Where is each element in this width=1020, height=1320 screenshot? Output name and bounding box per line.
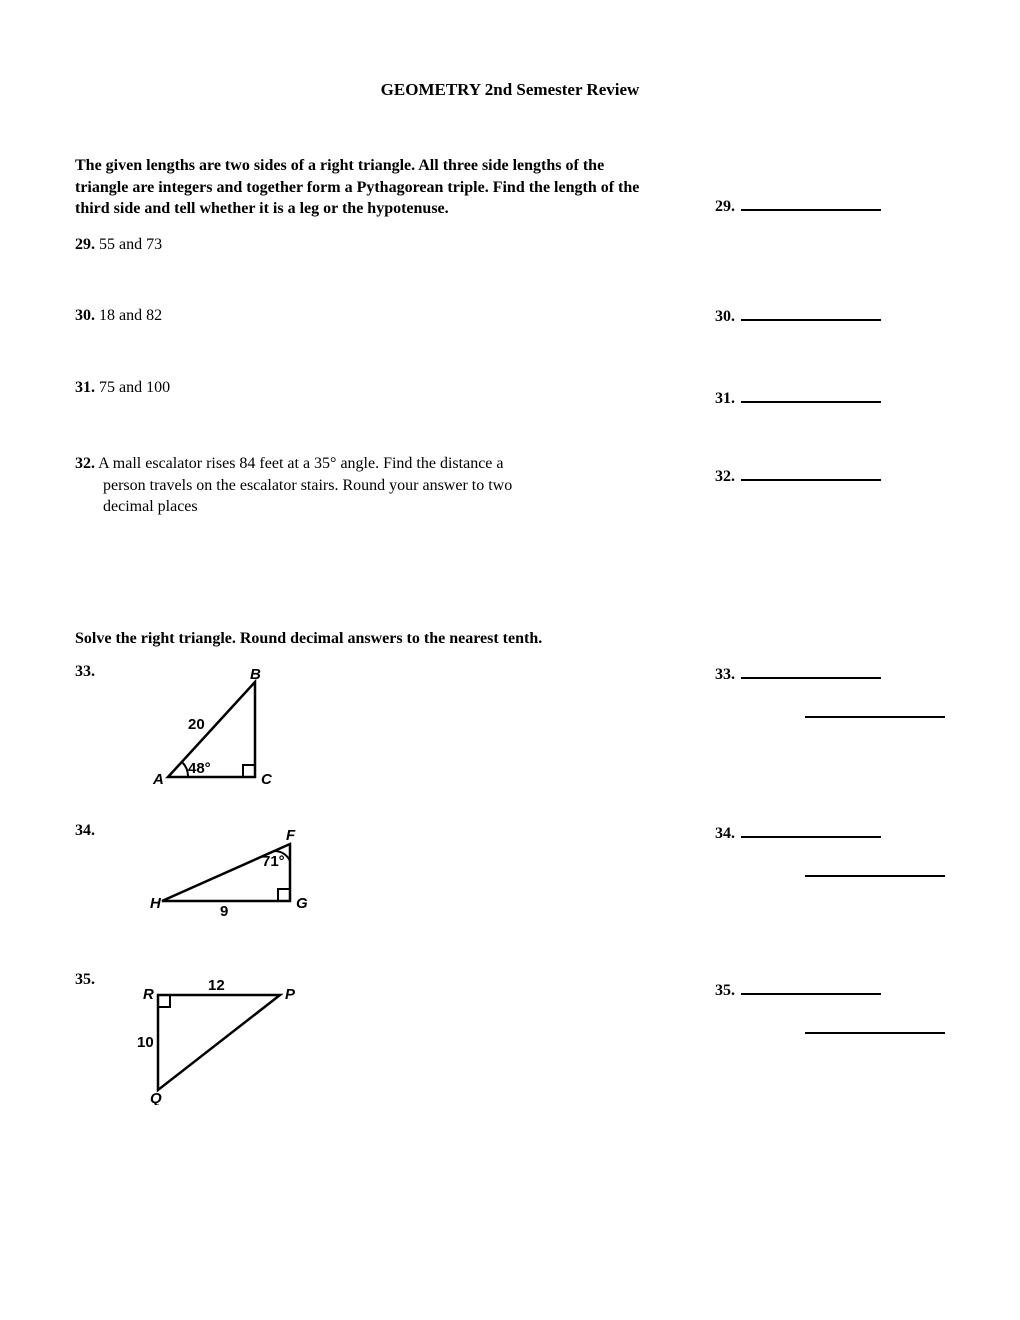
answer-32-line bbox=[741, 465, 881, 481]
q31-text: 75 and 100 bbox=[95, 379, 170, 396]
answer-33: 33. bbox=[715, 663, 945, 684]
svg-text:71°: 71° bbox=[262, 853, 285, 870]
svg-text:R: R bbox=[143, 986, 154, 1003]
svg-text:9: 9 bbox=[220, 903, 228, 920]
answer-29: 29. bbox=[715, 195, 945, 216]
answer-30-line bbox=[741, 305, 881, 321]
triangle-33-diagram: B A C 20 48° bbox=[150, 667, 300, 792]
svg-text:10: 10 bbox=[137, 1034, 154, 1051]
answer-31: 31. bbox=[715, 387, 945, 408]
answer-34-line bbox=[741, 822, 881, 838]
q32-text-line2: person travels on the escalator stairs. … bbox=[75, 475, 655, 497]
answer-35-line bbox=[741, 979, 881, 995]
answer-33-line2 bbox=[805, 702, 945, 718]
question-30: 30. 18 and 82 bbox=[75, 305, 655, 327]
q34-number: 34. bbox=[75, 822, 95, 840]
answer-29-label: 29. bbox=[715, 198, 735, 216]
svg-text:G: G bbox=[296, 895, 308, 912]
answer-32: 32. bbox=[715, 465, 945, 486]
answer-34-extra bbox=[715, 861, 945, 877]
answer-30: 30. bbox=[715, 305, 945, 326]
q29-number: 29. bbox=[75, 236, 95, 253]
svg-text:A: A bbox=[152, 771, 164, 788]
svg-text:20: 20 bbox=[188, 716, 205, 733]
q32-text-line3: decimal places bbox=[75, 496, 655, 518]
answer-33-extra bbox=[715, 702, 945, 718]
page-title: GEOMETRY 2nd Semester Review bbox=[75, 80, 945, 100]
q30-number: 30. bbox=[75, 307, 95, 324]
answer-30-label: 30. bbox=[715, 308, 735, 326]
question-32: 32. A mall escalator rises 84 feet at a … bbox=[75, 453, 655, 518]
answer-34-label: 34. bbox=[715, 825, 735, 843]
answer-31-line bbox=[741, 387, 881, 403]
question-31: 31. 75 and 100 bbox=[75, 377, 655, 399]
instructions-2: Solve the right triangle. Round decimal … bbox=[75, 628, 595, 650]
triangle-35-diagram: R P Q 12 10 bbox=[130, 975, 310, 1105]
answer-31-label: 31. bbox=[715, 390, 735, 408]
svg-text:48°: 48° bbox=[188, 760, 211, 777]
svg-text:B: B bbox=[250, 667, 261, 683]
q30-text: 18 and 82 bbox=[95, 307, 162, 324]
answer-35-label: 35. bbox=[715, 982, 735, 1000]
answer-34: 34. bbox=[715, 822, 945, 843]
q35-number: 35. bbox=[75, 971, 95, 989]
svg-text:12: 12 bbox=[208, 977, 225, 994]
triangle-34-diagram: F H G 9 71° bbox=[150, 826, 330, 921]
svg-text:H: H bbox=[150, 895, 162, 912]
answer-32-label: 32. bbox=[715, 468, 735, 486]
svg-text:F: F bbox=[286, 827, 296, 844]
answer-33-line bbox=[741, 663, 881, 679]
q33-number: 33. bbox=[75, 663, 95, 681]
q29-text: 55 and 73 bbox=[95, 236, 162, 253]
answer-33-label: 33. bbox=[715, 666, 735, 684]
svg-text:C: C bbox=[261, 771, 273, 788]
answer-29-line bbox=[741, 195, 881, 211]
answer-34-line2 bbox=[805, 861, 945, 877]
answer-35-line2 bbox=[805, 1018, 945, 1034]
svg-text:P: P bbox=[285, 986, 296, 1003]
q32-number: 32. bbox=[75, 455, 95, 472]
answer-35: 35. bbox=[715, 979, 945, 1000]
instructions-1: The given lengths are two sides of a rig… bbox=[75, 155, 655, 220]
question-29: 29. 55 and 73 bbox=[75, 234, 655, 256]
q32-text-line1: A mall escalator rises 84 feet at a 35° … bbox=[98, 455, 503, 472]
q31-number: 31. bbox=[75, 379, 95, 396]
answer-35-extra bbox=[715, 1018, 945, 1034]
svg-text:Q: Q bbox=[150, 1090, 162, 1105]
